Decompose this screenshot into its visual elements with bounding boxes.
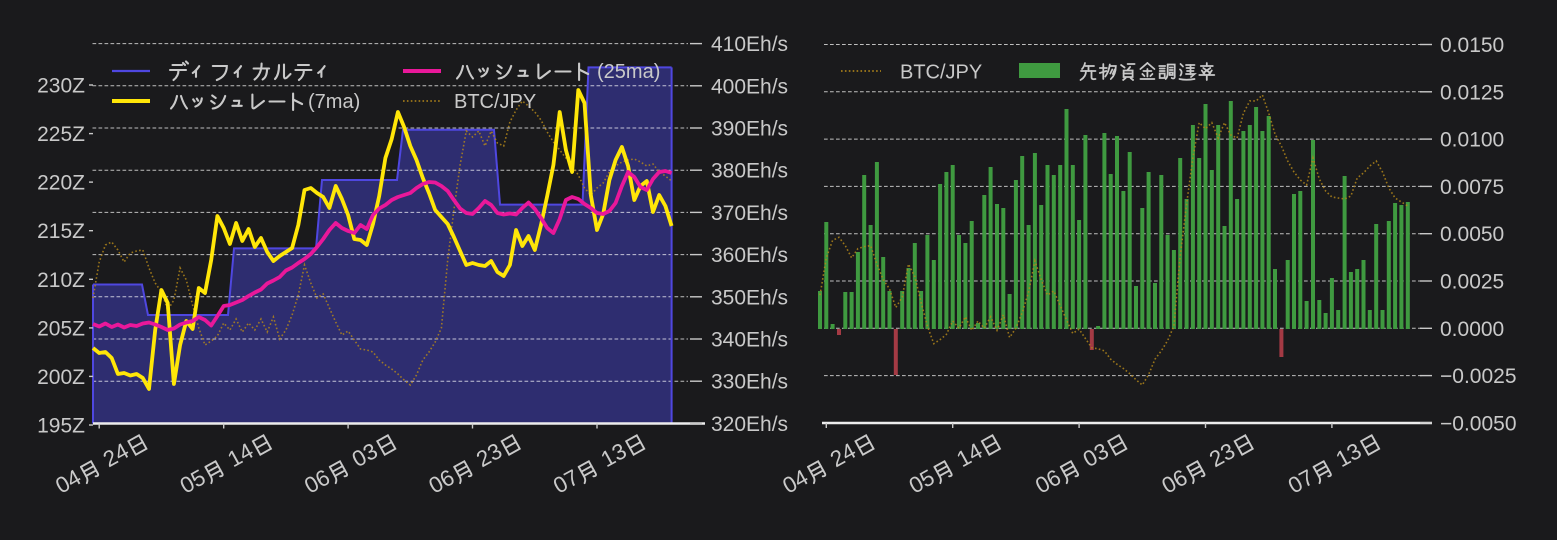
svg-text:320Eh/s: 320Eh/s [711,413,788,436]
svg-text:400Eh/s: 400Eh/s [711,75,788,98]
svg-text:0.0025: 0.0025 [1440,271,1504,294]
svg-text:0.0150: 0.0150 [1440,34,1504,57]
svg-text:220Z: 220Z [37,172,85,195]
svg-text:230Z: 230Z [37,75,85,98]
svg-text:195Z: 195Z [37,415,85,438]
svg-text:BTC/JPY: BTC/JPY [900,62,982,84]
svg-text:0.0050: 0.0050 [1440,223,1504,246]
svg-text:390Eh/s: 390Eh/s [711,118,788,141]
svg-text:200Z: 200Z [37,366,85,389]
svg-text:215Z: 215Z [37,220,85,243]
svg-text:205Z: 205Z [37,317,85,340]
svg-text:−0.0050: −0.0050 [1440,412,1517,435]
svg-text:−0.0025: −0.0025 [1440,365,1517,388]
svg-text:380Eh/s: 380Eh/s [711,160,788,183]
svg-text:225Z: 225Z [37,123,85,146]
svg-text:0.0100: 0.0100 [1440,129,1504,152]
svg-text:360Eh/s: 360Eh/s [711,244,788,267]
svg-text:0.0075: 0.0075 [1440,176,1504,199]
svg-text:410Eh/s: 410Eh/s [711,33,788,56]
svg-text:350Eh/s: 350Eh/s [711,286,788,309]
svg-text:340Eh/s: 340Eh/s [711,329,788,352]
svg-text:330Eh/s: 330Eh/s [711,371,788,394]
svg-text:0.0000: 0.0000 [1440,318,1504,341]
svg-text:BTC/JPY: BTC/JPY [454,91,536,113]
svg-text:(7ma): (7ma) [308,91,360,113]
svg-text:210Z: 210Z [37,269,85,292]
svg-text:370Eh/s: 370Eh/s [711,202,788,225]
svg-text:0.0125: 0.0125 [1440,81,1504,104]
svg-text:(25ma): (25ma) [597,61,660,83]
